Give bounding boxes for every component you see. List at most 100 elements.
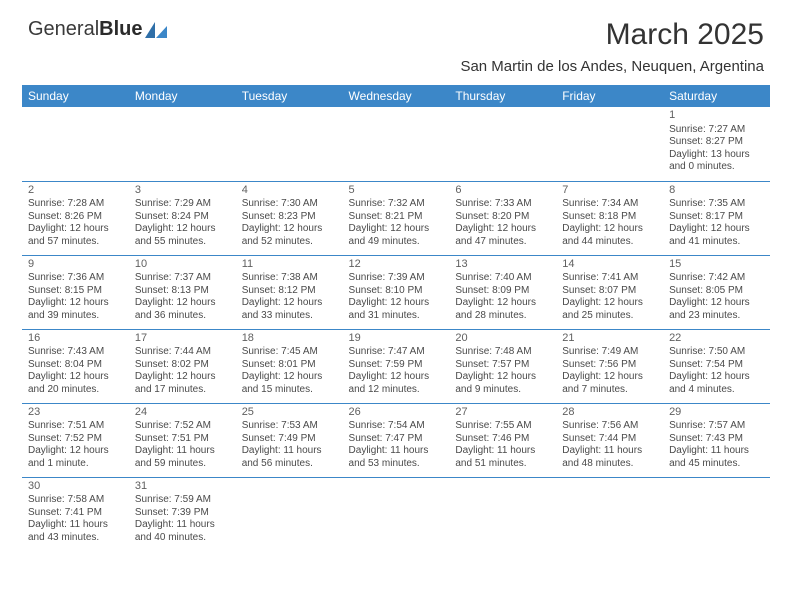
day-cell: 7Sunrise: 7:34 AMSunset: 8:18 PMDaylight… [556,181,663,255]
sunset-line: Sunset: 7:54 PM [669,359,764,372]
day-number: 13 [455,258,550,272]
daylight-line: Daylight: 12 hours and 28 minutes. [455,297,550,322]
sunset-line: Sunset: 8:15 PM [28,285,123,298]
day-number: 17 [135,332,230,346]
day-number: 2 [28,184,123,198]
day-cell: 8Sunrise: 7:35 AMSunset: 8:17 PMDaylight… [663,181,770,255]
sunrise-line: Sunrise: 7:51 AM [28,420,123,433]
sunrise-line: Sunrise: 7:32 AM [349,198,444,211]
day-number: 5 [349,184,444,198]
day-cell: 4Sunrise: 7:30 AMSunset: 8:23 PMDaylight… [236,181,343,255]
daylight-line: Daylight: 12 hours and 1 minute. [28,445,123,470]
day-number: 3 [135,184,230,198]
day-number: 11 [242,258,337,272]
day-cell: 1Sunrise: 7:27 AMSunset: 8:27 PMDaylight… [663,107,770,181]
day-cell: 9Sunrise: 7:36 AMSunset: 8:15 PMDaylight… [22,255,129,329]
sunset-line: Sunset: 8:04 PM [28,359,123,372]
day-cell: 30Sunrise: 7:58 AMSunset: 7:41 PMDayligh… [22,477,129,551]
sunset-line: Sunset: 7:59 PM [349,359,444,372]
sunrise-line: Sunrise: 7:52 AM [135,420,230,433]
day-cell: 29Sunrise: 7:57 AMSunset: 7:43 PMDayligh… [663,403,770,477]
sunset-line: Sunset: 7:57 PM [455,359,550,372]
daylight-line: Daylight: 12 hours and 36 minutes. [135,297,230,322]
empty-cell [556,107,663,181]
calendar-row: 23Sunrise: 7:51 AMSunset: 7:52 PMDayligh… [22,403,770,477]
day-number: 22 [669,332,764,346]
day-cell: 3Sunrise: 7:29 AMSunset: 8:24 PMDaylight… [129,181,236,255]
calendar-body: 1Sunrise: 7:27 AMSunset: 8:27 PMDaylight… [22,107,770,551]
sunset-line: Sunset: 7:47 PM [349,433,444,446]
sunset-line: Sunset: 8:05 PM [669,285,764,298]
empty-cell [449,477,556,551]
day-number: 26 [349,406,444,420]
daylight-line: Daylight: 12 hours and 57 minutes. [28,223,123,248]
daylight-line: Daylight: 12 hours and 17 minutes. [135,371,230,396]
day-cell: 13Sunrise: 7:40 AMSunset: 8:09 PMDayligh… [449,255,556,329]
sunrise-line: Sunrise: 7:44 AM [135,346,230,359]
day-number: 18 [242,332,337,346]
day-cell: 12Sunrise: 7:39 AMSunset: 8:10 PMDayligh… [343,255,450,329]
sunset-line: Sunset: 7:52 PM [28,433,123,446]
day-number: 31 [135,480,230,494]
daylight-line: Daylight: 12 hours and 44 minutes. [562,223,657,248]
sunset-line: Sunset: 7:41 PM [28,507,123,520]
daylight-line: Daylight: 11 hours and 43 minutes. [28,519,123,544]
weekday-header: Saturday [663,85,770,107]
sunset-line: Sunset: 7:56 PM [562,359,657,372]
daylight-line: Daylight: 12 hours and 33 minutes. [242,297,337,322]
day-number: 16 [28,332,123,346]
sunrise-line: Sunrise: 7:34 AM [562,198,657,211]
sunrise-line: Sunrise: 7:45 AM [242,346,337,359]
empty-cell [556,477,663,551]
sunrise-line: Sunrise: 7:28 AM [28,198,123,211]
daylight-line: Daylight: 12 hours and 4 minutes. [669,371,764,396]
sunrise-line: Sunrise: 7:33 AM [455,198,550,211]
sunset-line: Sunset: 8:12 PM [242,285,337,298]
title-block: March 2025 San Martin de los Andes, Neuq… [460,18,764,75]
logo-text: GeneralBlue [28,18,143,41]
page-header: GeneralBlue March 2025 San Martin de los… [0,0,792,79]
day-number: 28 [562,406,657,420]
weekday-header: Monday [129,85,236,107]
sunrise-line: Sunrise: 7:40 AM [455,272,550,285]
daylight-line: Daylight: 12 hours and 15 minutes. [242,371,337,396]
empty-cell [236,477,343,551]
sunrise-line: Sunrise: 7:58 AM [28,494,123,507]
day-cell: 2Sunrise: 7:28 AMSunset: 8:26 PMDaylight… [22,181,129,255]
logo-word-b: Blue [99,18,142,40]
day-cell: 23Sunrise: 7:51 AMSunset: 7:52 PMDayligh… [22,403,129,477]
sunset-line: Sunset: 8:20 PM [455,211,550,224]
day-number: 1 [669,109,764,123]
daylight-line: Daylight: 12 hours and 47 minutes. [455,223,550,248]
day-cell: 27Sunrise: 7:55 AMSunset: 7:46 PMDayligh… [449,403,556,477]
daylight-line: Daylight: 12 hours and 52 minutes. [242,223,337,248]
day-cell: 11Sunrise: 7:38 AMSunset: 8:12 PMDayligh… [236,255,343,329]
sunset-line: Sunset: 7:39 PM [135,507,230,520]
sunrise-line: Sunrise: 7:37 AM [135,272,230,285]
day-number: 4 [242,184,337,198]
sunrise-line: Sunrise: 7:47 AM [349,346,444,359]
calendar-row: 2Sunrise: 7:28 AMSunset: 8:26 PMDaylight… [22,181,770,255]
sunset-line: Sunset: 8:10 PM [349,285,444,298]
daylight-line: Daylight: 13 hours and 0 minutes. [669,149,764,174]
daylight-line: Daylight: 11 hours and 45 minutes. [669,445,764,470]
daylight-line: Daylight: 12 hours and 39 minutes. [28,297,123,322]
month-title: March 2025 [460,18,764,52]
sunrise-line: Sunrise: 7:30 AM [242,198,337,211]
daylight-line: Daylight: 12 hours and 12 minutes. [349,371,444,396]
calendar-row: 9Sunrise: 7:36 AMSunset: 8:15 PMDaylight… [22,255,770,329]
calendar-row: 1Sunrise: 7:27 AMSunset: 8:27 PMDaylight… [22,107,770,181]
calendar-row: 30Sunrise: 7:58 AMSunset: 7:41 PMDayligh… [22,477,770,551]
daylight-line: Daylight: 12 hours and 25 minutes. [562,297,657,322]
day-number: 10 [135,258,230,272]
day-cell: 28Sunrise: 7:56 AMSunset: 7:44 PMDayligh… [556,403,663,477]
calendar-table: SundayMondayTuesdayWednesdayThursdayFrid… [22,85,770,551]
day-cell: 16Sunrise: 7:43 AMSunset: 8:04 PMDayligh… [22,329,129,403]
day-number: 20 [455,332,550,346]
day-number: 14 [562,258,657,272]
calendar-head: SundayMondayTuesdayWednesdayThursdayFrid… [22,85,770,107]
logo: GeneralBlue [28,18,167,41]
empty-cell [449,107,556,181]
day-number: 15 [669,258,764,272]
weekday-row: SundayMondayTuesdayWednesdayThursdayFrid… [22,85,770,107]
